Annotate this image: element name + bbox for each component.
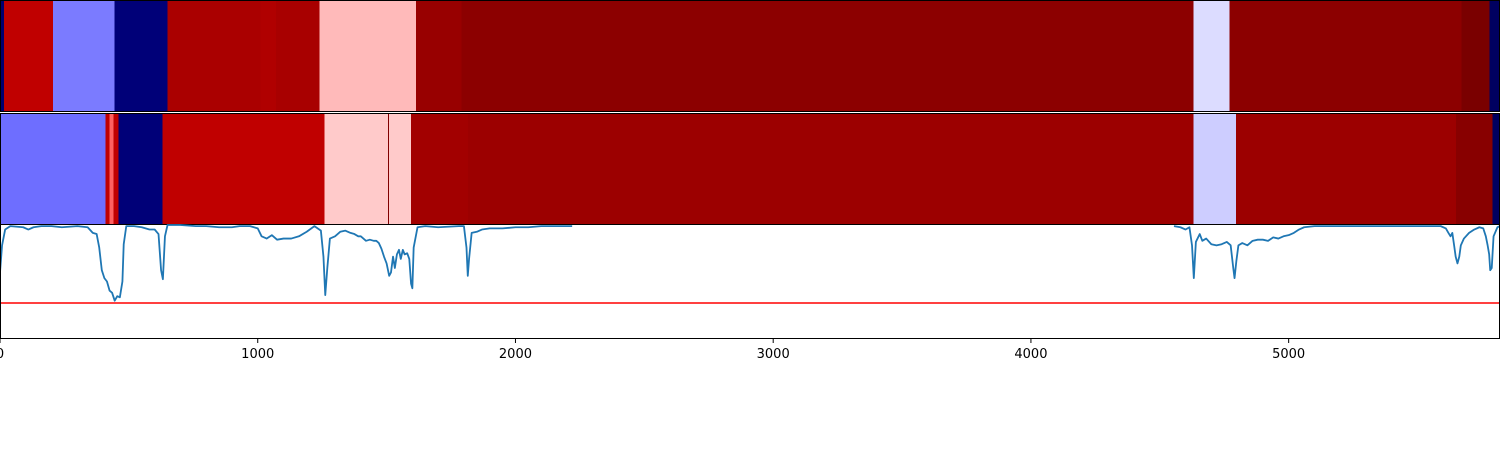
heatmap-2-cell xyxy=(113,113,119,225)
heatmap-1-cell xyxy=(52,0,115,112)
heatmap-1-cell xyxy=(416,0,462,112)
heatmap-1-cell xyxy=(1193,0,1230,112)
heatmap-1-cell xyxy=(114,0,168,112)
x-axis: 0 1000 2000 3000 4000 5000 xyxy=(0,338,1305,362)
x-tick-label: 2000 xyxy=(499,347,532,362)
heatmap-1-cell xyxy=(167,0,261,112)
x-tick-label: 5000 xyxy=(1272,347,1305,362)
signal-line xyxy=(1173,225,1500,280)
heatmap-1-cell xyxy=(319,0,417,112)
x-tick-label: 0 xyxy=(0,347,4,362)
x-tick-label: 1000 xyxy=(241,347,274,362)
signal-line xyxy=(0,224,573,302)
heatmap-2-cell xyxy=(0,113,106,225)
heatmap-1-cell xyxy=(275,0,320,112)
heatmap-2-cell xyxy=(1456,113,1493,225)
heatmap-2-cell xyxy=(105,113,110,225)
x-tick-label: 3000 xyxy=(757,347,790,362)
heatmap-2-cell xyxy=(118,113,163,225)
x-tick-label: 4000 xyxy=(1014,347,1047,362)
heatmap-1-cell xyxy=(3,0,53,112)
heatmap-2-cell xyxy=(467,113,1194,225)
heatmap-band-1 xyxy=(0,0,1500,112)
heatmap-1-cell xyxy=(1461,0,1490,112)
heatmap-2-cell xyxy=(162,113,325,225)
heatmap-2-cell xyxy=(324,113,388,225)
heatmap-1-cell xyxy=(1229,0,1462,112)
heatmap-2-cell xyxy=(1235,113,1457,225)
heatmap-2-cell xyxy=(1492,113,1500,225)
heatmap-1-cell xyxy=(0,0,4,112)
heatmap-1-cell xyxy=(1489,0,1500,112)
heatmap-2-cell xyxy=(389,113,412,225)
heatmap-2-cell xyxy=(109,113,114,225)
heatmap-band-2 xyxy=(0,113,1500,225)
heatmap-2-cell xyxy=(1193,113,1236,225)
heatmap-1-cell xyxy=(461,0,1194,112)
heatmap-2-cell xyxy=(411,113,468,225)
line-plot xyxy=(0,224,1500,339)
plot-area xyxy=(0,225,1500,338)
heatmap-2-cell xyxy=(387,113,390,225)
heatmap-1-cell xyxy=(260,0,276,112)
